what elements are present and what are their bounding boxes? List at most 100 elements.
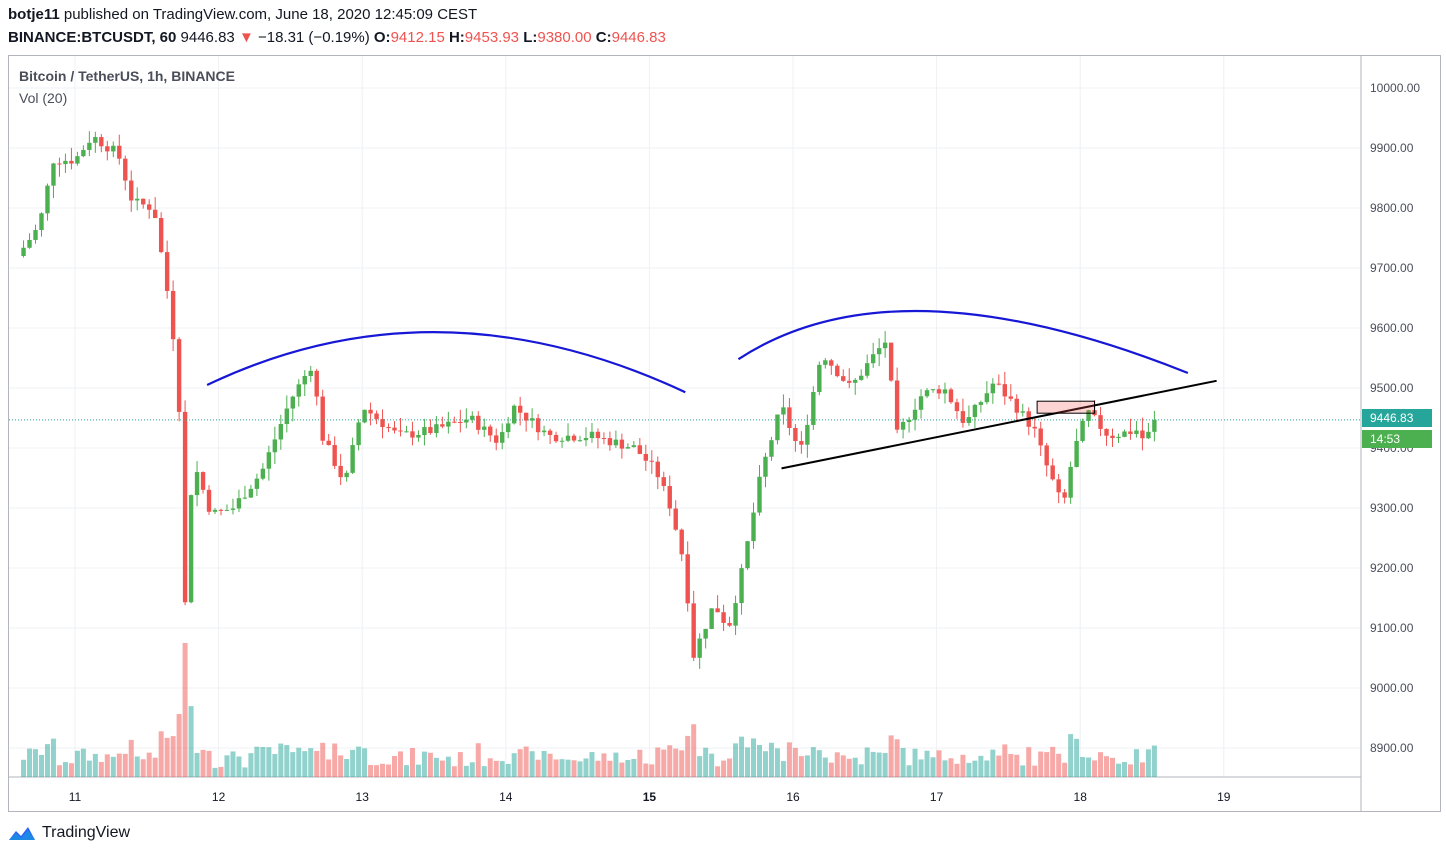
candle-body bbox=[535, 418, 541, 433]
candle-body bbox=[769, 440, 774, 457]
volume-bar bbox=[1050, 746, 1056, 777]
candle-body bbox=[547, 430, 553, 435]
volume-bar bbox=[284, 745, 290, 777]
candle-body bbox=[236, 498, 242, 509]
volume-bar bbox=[27, 748, 33, 777]
candle-body bbox=[111, 145, 116, 152]
volume-bar bbox=[374, 765, 380, 777]
volume-bar bbox=[661, 749, 667, 777]
candle-body bbox=[1146, 431, 1151, 439]
volume-bar bbox=[858, 764, 864, 777]
down-arrow-icon: ▼ bbox=[238, 29, 254, 46]
candle-body bbox=[494, 435, 499, 443]
volume-bar bbox=[1056, 753, 1062, 777]
volume-bar bbox=[182, 642, 188, 777]
volume-bar bbox=[86, 760, 92, 777]
volume-bar bbox=[1086, 757, 1092, 777]
candle-body bbox=[440, 424, 445, 427]
candle-body bbox=[1116, 436, 1121, 439]
volume-bar bbox=[409, 748, 415, 777]
candle-body bbox=[332, 445, 337, 466]
candle-body bbox=[739, 568, 744, 604]
candle-body bbox=[93, 137, 98, 143]
candle-body bbox=[625, 447, 631, 449]
candle-body bbox=[248, 488, 254, 498]
volume-bar bbox=[451, 766, 457, 777]
candle-body bbox=[344, 472, 349, 478]
volume-bar bbox=[350, 749, 356, 777]
candle-body bbox=[1074, 440, 1079, 467]
volume-bar bbox=[266, 747, 272, 777]
volume-bar bbox=[739, 736, 745, 777]
candle-body bbox=[894, 380, 900, 430]
candle-body bbox=[482, 426, 487, 430]
volume-bar bbox=[577, 761, 583, 777]
y-tick-label: 8900.00 bbox=[1370, 741, 1414, 755]
volume-bar bbox=[948, 758, 954, 777]
volume-bar bbox=[625, 760, 631, 777]
candle-body bbox=[757, 476, 762, 513]
volume-bar bbox=[864, 747, 870, 777]
candle-body bbox=[206, 489, 212, 512]
candle-body bbox=[242, 497, 248, 499]
volume-bar bbox=[679, 750, 685, 777]
candle-body bbox=[320, 396, 325, 441]
author-name[interactable]: botje11 bbox=[8, 6, 60, 23]
volume-bar bbox=[786, 742, 792, 777]
candle-body bbox=[81, 149, 86, 157]
candle-body bbox=[577, 440, 583, 442]
volume-bar bbox=[98, 762, 104, 777]
chart-panel[interactable] bbox=[8, 55, 1441, 812]
candle-body bbox=[200, 472, 206, 490]
volume-bar bbox=[493, 760, 499, 777]
volume-bar bbox=[942, 760, 948, 777]
volume-bar bbox=[1038, 751, 1044, 777]
volume-bar bbox=[38, 755, 44, 777]
volume-bar bbox=[212, 767, 218, 777]
candle-body bbox=[75, 156, 80, 164]
chart-legend-title: Bitcoin / TetherUS, 1h, BINANCE bbox=[19, 68, 235, 84]
y-tick-label: 10000.00 bbox=[1370, 81, 1420, 95]
candle-body bbox=[841, 376, 846, 381]
volume-bar bbox=[607, 760, 613, 777]
rectangle-drawing bbox=[1036, 400, 1096, 414]
high-label: H: bbox=[448, 29, 465, 46]
candle-body bbox=[278, 424, 284, 440]
volume-bar bbox=[810, 747, 816, 777]
candle-body bbox=[266, 452, 272, 469]
candle-body bbox=[847, 380, 852, 383]
volume-bar bbox=[1098, 752, 1104, 777]
x-tick-label: 14 bbox=[499, 790, 513, 804]
footer-brand[interactable]: TradingView bbox=[8, 824, 130, 842]
candle-body bbox=[685, 554, 690, 604]
candle-body bbox=[380, 419, 385, 428]
candle-body bbox=[727, 622, 732, 626]
volume-bar bbox=[386, 764, 392, 777]
candle-body bbox=[523, 412, 529, 421]
candle-body bbox=[338, 465, 343, 478]
candle-body bbox=[188, 495, 194, 603]
volume-bar bbox=[194, 752, 200, 777]
candle-body bbox=[1056, 479, 1061, 493]
x-tick-label: 13 bbox=[356, 790, 370, 804]
volume-bar bbox=[601, 753, 607, 777]
volume-bar bbox=[996, 755, 1002, 777]
volume-bar bbox=[236, 756, 242, 777]
volume-bar bbox=[1014, 754, 1020, 777]
candle-body bbox=[745, 541, 750, 569]
candle-body bbox=[853, 379, 858, 383]
volume-bar bbox=[774, 748, 780, 777]
volume-bar bbox=[1133, 749, 1139, 777]
volume-bar bbox=[936, 750, 942, 777]
volume-bar bbox=[966, 762, 972, 777]
candle-body bbox=[224, 509, 230, 511]
x-tick-label: 18 bbox=[1074, 790, 1088, 804]
candle-body bbox=[631, 445, 637, 448]
candle-body bbox=[410, 431, 415, 438]
volume-bar bbox=[170, 736, 176, 777]
volume-bar bbox=[1104, 756, 1110, 777]
candle-body bbox=[637, 445, 643, 454]
volume-bar bbox=[74, 750, 80, 777]
open-label: O: bbox=[373, 29, 391, 46]
